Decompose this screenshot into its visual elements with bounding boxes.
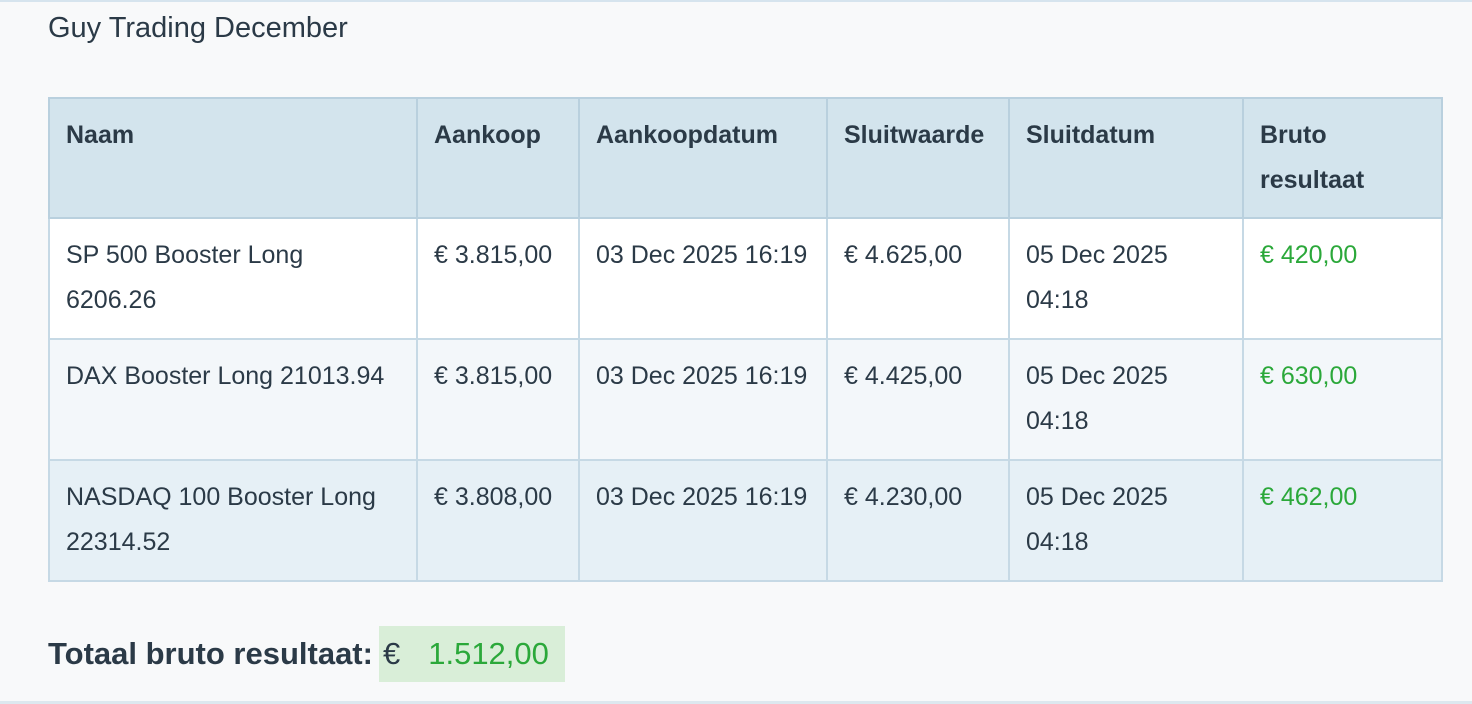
cell-aankoop: € 3.815,00 [416, 217, 580, 340]
cell-bruto-resultaat: € 462,00 [1242, 459, 1443, 582]
cell-naam: NASDAQ 100 Booster Long 22314.52 [48, 459, 418, 582]
cell-aankoop: € 3.815,00 [416, 338, 580, 461]
cell-sluitdatum: 05 Dec 2025 04:18 [1008, 338, 1244, 461]
table-row: SP 500 Booster Long 6206.26 € 3.815,00 0… [48, 217, 1443, 340]
cell-aankoop: € 3.808,00 [416, 459, 580, 582]
trades-table: Naam Aankoop Aankoopdatum Sluitwaarde Sl… [48, 97, 1443, 582]
cell-bruto-resultaat: € 420,00 [1242, 217, 1443, 340]
table-header-row: Naam Aankoop Aankoopdatum Sluitwaarde Sl… [48, 97, 1443, 219]
table-row: NASDAQ 100 Booster Long 22314.52 € 3.808… [48, 459, 1443, 582]
cell-aankoopdatum: 03 Dec 2025 16:19 [578, 338, 828, 461]
table-row: DAX Booster Long 21013.94 € 3.815,00 03 … [48, 338, 1443, 461]
column-header-sluitwaarde: Sluitwaarde [826, 97, 1010, 219]
cell-sluitwaarde: € 4.230,00 [826, 459, 1010, 582]
cell-sluitwaarde: € 4.625,00 [826, 217, 1010, 340]
page-title: Guy Trading December [48, 12, 348, 44]
cell-sluitdatum: 05 Dec 2025 04:18 [1008, 459, 1244, 582]
column-header-bruto-resultaat: Bruto resultaat [1242, 97, 1443, 219]
cell-bruto-resultaat: € 630,00 [1242, 338, 1443, 461]
cell-aankoopdatum: 03 Dec 2025 16:19 [578, 217, 828, 340]
column-header-naam: Naam [48, 97, 418, 219]
total-amount: 1.512,00 [428, 636, 549, 671]
column-header-aankoop: Aankoop [416, 97, 580, 219]
bottom-border [0, 701, 1472, 704]
total-currency: € [382, 636, 401, 671]
cell-naam: SP 500 Booster Long 6206.26 [48, 217, 418, 340]
cell-aankoopdatum: 03 Dec 2025 16:19 [578, 459, 828, 582]
total-label: Totaal bruto resultaat: [48, 636, 373, 671]
top-border [0, 0, 1472, 2]
column-header-aankoopdatum: Aankoopdatum [578, 97, 828, 219]
cell-sluitwaarde: € 4.425,00 [826, 338, 1010, 461]
total-summary: Totaal bruto resultaat: € 1.512,00 [48, 626, 565, 682]
cell-sluitdatum: 05 Dec 2025 04:18 [1008, 217, 1244, 340]
column-header-sluitdatum: Sluitdatum [1008, 97, 1244, 219]
cell-naam: DAX Booster Long 21013.94 [48, 338, 418, 461]
total-value-highlight: € 1.512,00 [378, 626, 565, 682]
